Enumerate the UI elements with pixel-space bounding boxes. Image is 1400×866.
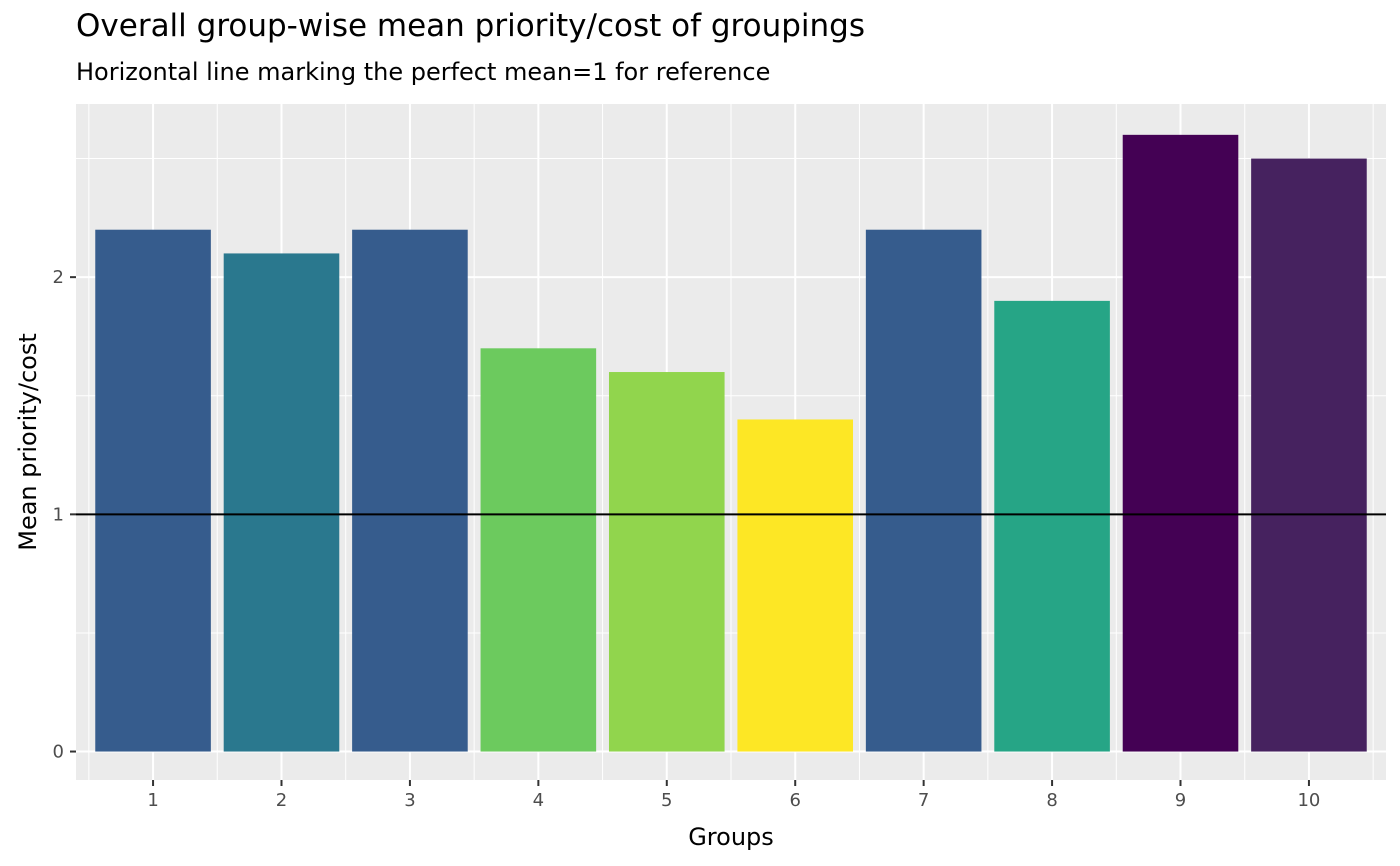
bar-group-6	[737, 419, 854, 752]
x-tick-label: 6	[789, 790, 800, 811]
x-tick-label: 7	[918, 790, 929, 811]
x-tick-label: 9	[1175, 790, 1186, 811]
chart-subtitle: Horizontal line marking the perfect mean…	[76, 58, 771, 86]
x-axis-ticks: 1 2 3 4 5 6 7 8 9 10	[147, 780, 1320, 811]
x-tick-label: 2	[276, 790, 287, 811]
y-tick-label: 2	[53, 267, 64, 288]
x-tick-label: 10	[1297, 790, 1320, 811]
bar-group-4	[480, 348, 597, 752]
bar-group-3	[352, 229, 468, 752]
x-axis-title: Groups	[688, 823, 774, 851]
bar-group-1	[95, 229, 211, 752]
x-tick-label: 1	[147, 790, 158, 811]
x-tick-label: 8	[1046, 790, 1057, 811]
x-tick-label: 5	[661, 790, 672, 811]
bar-group-7	[865, 229, 982, 752]
chart-title: Overall group-wise mean priority/cost of…	[76, 8, 866, 44]
x-tick-label: 4	[533, 790, 544, 811]
bar-group-8	[994, 300, 1110, 752]
bars	[95, 134, 1367, 752]
y-axis-ticks: 0 1 2	[53, 267, 76, 763]
x-tick-label: 3	[404, 790, 415, 811]
bar-group-5	[608, 372, 725, 752]
y-axis-title: Mean priority/cost	[14, 333, 42, 551]
bar-group-9	[1122, 134, 1239, 752]
y-tick-label: 1	[53, 504, 64, 525]
bar-group-10	[1251, 158, 1367, 752]
bar-group-2	[223, 253, 340, 752]
y-tick-label: 0	[53, 742, 64, 763]
